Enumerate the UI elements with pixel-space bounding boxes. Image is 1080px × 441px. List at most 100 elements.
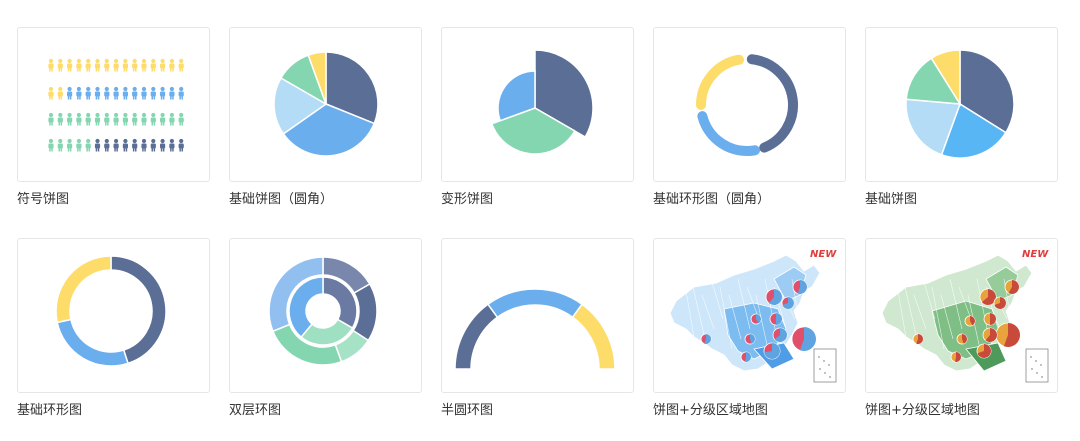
person-icon bbox=[122, 86, 128, 100]
ring-segment bbox=[288, 276, 324, 339]
card-basic-pie-rounded[interactable] bbox=[229, 27, 422, 182]
province-border bbox=[904, 286, 918, 340]
ring-segment bbox=[56, 318, 129, 367]
person-icon bbox=[160, 86, 166, 100]
basic-pie-rounded-thumbnail bbox=[273, 51, 379, 157]
person-icon bbox=[67, 112, 73, 126]
map-pie-marker bbox=[740, 351, 752, 363]
province-border bbox=[922, 278, 936, 320]
ring-segment bbox=[110, 255, 167, 365]
card-semicircle-ring[interactable] bbox=[441, 238, 634, 393]
province-border bbox=[701, 294, 715, 330]
person-icon bbox=[113, 58, 119, 72]
person-icon bbox=[150, 138, 156, 152]
person-icon bbox=[160, 138, 166, 152]
person-icon bbox=[57, 86, 63, 100]
province-border bbox=[683, 278, 697, 350]
card-label[interactable]: 基础饼图（圆角） bbox=[229, 192, 334, 207]
card-pie-choropleth-map-1[interactable]: NEW bbox=[653, 238, 846, 393]
province-border bbox=[719, 286, 733, 350]
person-icon bbox=[141, 138, 147, 152]
pie-slice bbox=[940, 102, 1007, 159]
person-icon bbox=[85, 86, 91, 100]
map-pie-marker bbox=[772, 327, 788, 343]
pie-choropleth-map-thumbnail: NEW bbox=[669, 249, 837, 383]
map-pie-marker bbox=[976, 343, 992, 359]
province-border bbox=[895, 278, 909, 350]
card-basic-ring[interactable] bbox=[17, 238, 210, 393]
card-label[interactable]: 基础环形图（圆角） bbox=[653, 192, 771, 207]
card-pie-choropleth-map-2[interactable]: NEW bbox=[865, 238, 1058, 393]
card-variant-pie[interactable] bbox=[441, 27, 634, 182]
person-icon bbox=[85, 58, 91, 72]
map-pie-marker bbox=[781, 296, 795, 310]
province-border bbox=[1012, 286, 1026, 340]
ring-segment bbox=[746, 54, 798, 153]
card-label[interactable]: 半圆环图 bbox=[441, 403, 494, 418]
card-basic-ring-rounded[interactable] bbox=[653, 27, 846, 182]
person-icon bbox=[160, 112, 166, 126]
person-icon bbox=[48, 112, 54, 126]
person-icon bbox=[113, 86, 119, 100]
person-icon bbox=[104, 112, 110, 126]
card-basic-pie[interactable] bbox=[865, 27, 1058, 182]
map-pie-marker bbox=[769, 312, 783, 326]
semicircle-ring-thumbnail bbox=[454, 288, 616, 370]
person-icon bbox=[141, 86, 147, 100]
person-icon bbox=[160, 58, 166, 72]
card-label[interactable]: 基础饼图 bbox=[865, 192, 918, 207]
ring-segment bbox=[55, 255, 112, 324]
ring-segment bbox=[268, 256, 324, 333]
person-icon bbox=[85, 138, 91, 152]
province-border bbox=[737, 278, 751, 330]
person-icon bbox=[76, 138, 82, 152]
card-label[interactable]: 饼图+分级区域地图 bbox=[865, 403, 980, 418]
card-label[interactable]: 符号饼图 bbox=[17, 192, 70, 207]
map-pie-marker bbox=[995, 322, 1021, 348]
map-pie-marker bbox=[993, 296, 1007, 310]
person-icon bbox=[104, 58, 110, 72]
ring-segment bbox=[571, 303, 616, 370]
map-pie-marker bbox=[956, 333, 968, 345]
ring-segment bbox=[486, 288, 584, 319]
symbol-pie-thumbnail bbox=[48, 58, 184, 152]
person-icon bbox=[76, 86, 82, 100]
pie-slice bbox=[497, 70, 536, 122]
card-label[interactable]: 饼图+分级区域地图 bbox=[653, 403, 768, 418]
person-icon bbox=[178, 58, 184, 72]
basic-ring-rounded-thumbnail bbox=[696, 54, 798, 156]
card-label[interactable]: 变形饼图 bbox=[441, 192, 494, 207]
pie-choropleth-map-thumbnail: NEW bbox=[881, 249, 1049, 383]
map-pie-marker bbox=[763, 342, 781, 360]
pie-slice bbox=[930, 49, 961, 107]
person-icon bbox=[94, 86, 101, 100]
card-label[interactable]: 双层环图 bbox=[229, 403, 282, 418]
person-icon bbox=[150, 86, 156, 100]
person-icon bbox=[141, 112, 147, 126]
card-label[interactable]: 基础环形图 bbox=[17, 403, 83, 418]
person-icon bbox=[113, 112, 119, 126]
person-icon bbox=[94, 138, 101, 152]
card-symbol-pie[interactable] bbox=[17, 27, 210, 182]
map-pie-marker bbox=[792, 279, 808, 295]
map-pie-marker bbox=[912, 333, 924, 345]
person-icon bbox=[178, 86, 184, 100]
map-pie-marker bbox=[950, 351, 962, 363]
map-pie-marker bbox=[791, 326, 817, 352]
map-pie-marker bbox=[744, 333, 756, 345]
person-icon bbox=[76, 112, 82, 126]
person-icon bbox=[104, 86, 110, 100]
person-icon bbox=[169, 58, 175, 72]
person-icon bbox=[67, 58, 73, 72]
person-icon bbox=[67, 86, 73, 100]
card-double-ring[interactable] bbox=[229, 238, 422, 393]
province-border bbox=[764, 278, 778, 340]
pie-slice bbox=[325, 51, 379, 125]
person-icon bbox=[57, 58, 63, 72]
province-border bbox=[755, 294, 769, 350]
variant-pie-thumbnail bbox=[490, 49, 594, 155]
map-pie-marker bbox=[750, 313, 762, 325]
province-border bbox=[692, 286, 706, 340]
pie-slice bbox=[534, 49, 594, 139]
person-icon bbox=[122, 58, 128, 72]
